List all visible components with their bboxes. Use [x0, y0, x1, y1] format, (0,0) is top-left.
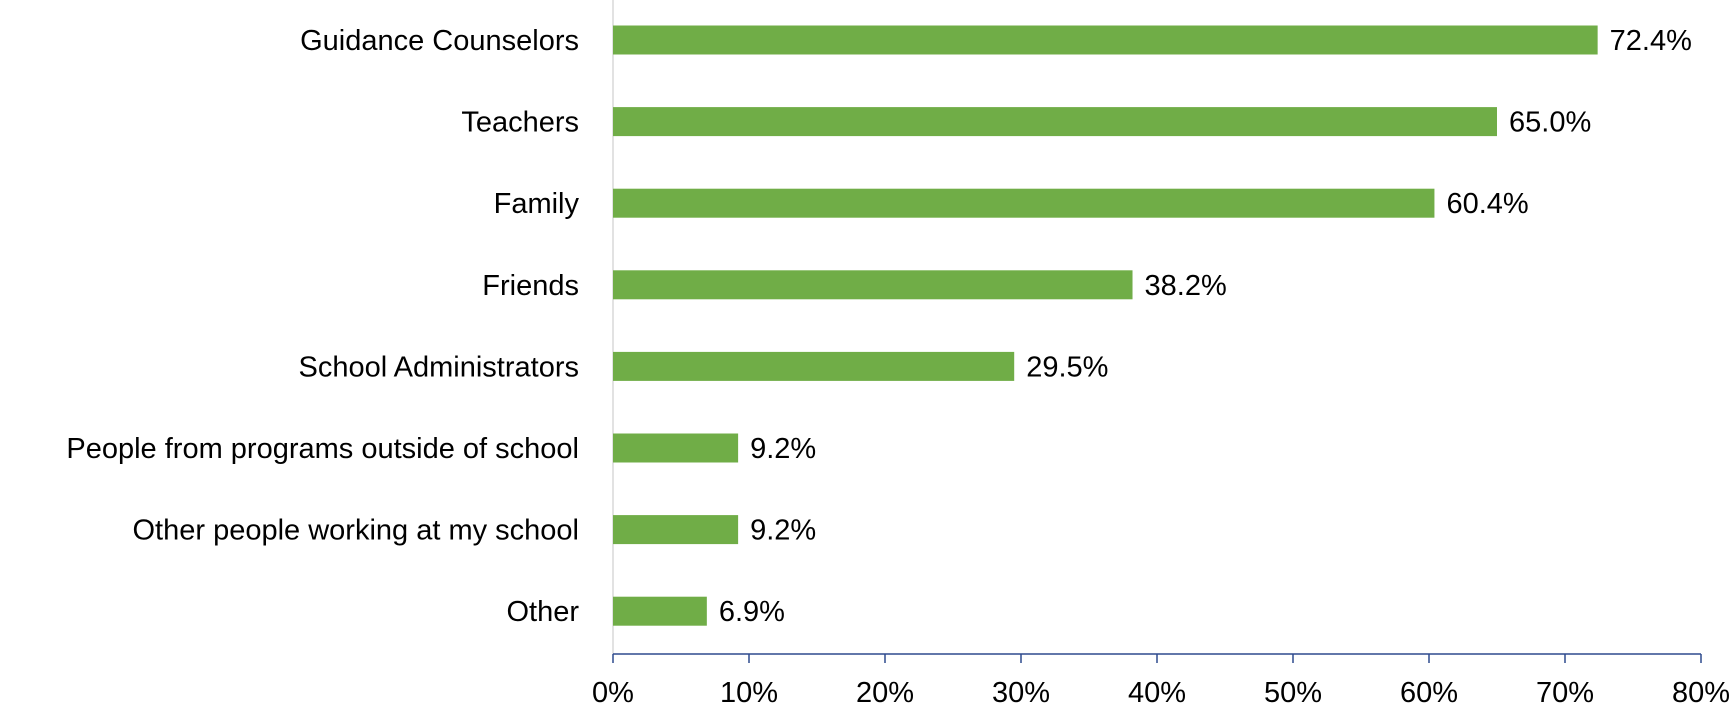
x-tick-label-6: 60%	[1400, 677, 1458, 709]
x-tick-label-8: 80%	[1672, 677, 1730, 709]
bar-5	[613, 433, 739, 463]
data-label-0: 72.4%	[1610, 25, 1692, 57]
data-label-7: 6.9%	[719, 596, 785, 628]
data-label-4: 29.5%	[1026, 351, 1108, 383]
x-tick-label-0: 0%	[592, 677, 634, 709]
category-label-6: Other people working at my school	[133, 515, 580, 547]
data-label-5: 9.2%	[750, 433, 816, 465]
category-label-3: Friends	[482, 270, 579, 302]
bars-layer: 72.4% 65.0% 60.4% 38.2% 29.5% 9.2% 9.2% 6.9%	[613, 25, 1692, 628]
x-tick-label-4: 40%	[1128, 677, 1186, 709]
bar-1	[613, 107, 1497, 137]
data-label-3: 38.2%	[1145, 270, 1227, 302]
category-label-2: Family	[494, 188, 580, 220]
x-tick-label-7: 70%	[1536, 677, 1594, 709]
category-label-1: Teachers	[461, 107, 579, 139]
value-axis-layer: 0% 10% 20% 30% 40% 50% 60% 70% 80%	[592, 653, 1730, 709]
category-label-5: People from programs outside of school	[66, 433, 579, 465]
x-tick-label-3: 30%	[992, 677, 1050, 709]
data-label-2: 60.4%	[1446, 188, 1528, 220]
category-label-4: School Administrators	[299, 351, 579, 383]
bar-0	[613, 25, 1598, 55]
bar-2	[613, 188, 1435, 218]
x-tick-label-5: 50%	[1264, 677, 1322, 709]
data-label-1: 65.0%	[1509, 107, 1591, 139]
category-axis-layer: Guidance Counselors Teachers Family Friends…	[66, 0, 614, 654]
data-label-6: 9.2%	[750, 515, 816, 547]
category-label-7: Other	[506, 596, 579, 628]
bar-3	[613, 270, 1133, 300]
bar-7	[613, 596, 707, 626]
bar-6	[613, 515, 739, 545]
x-tick-label-2: 20%	[856, 677, 914, 709]
bar-4	[613, 351, 1015, 381]
x-tick-label-1: 10%	[720, 677, 778, 709]
category-label-0: Guidance Counselors	[300, 25, 579, 57]
